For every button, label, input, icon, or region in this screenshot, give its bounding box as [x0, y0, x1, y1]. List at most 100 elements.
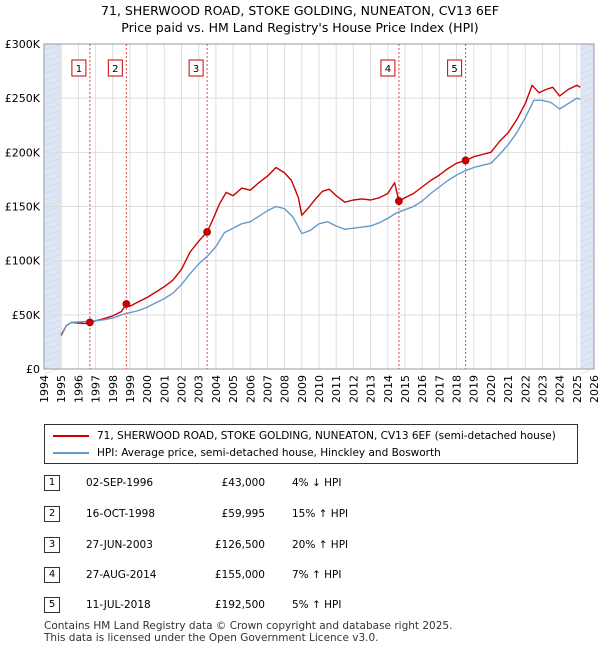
shade-hatch	[580, 79, 595, 87]
shade-hatch	[43, 349, 62, 357]
shade-hatch	[580, 319, 595, 327]
sale-marker-box	[71, 59, 87, 77]
x-tick-label: 2007	[261, 375, 274, 403]
sale-price: £155,000	[214, 569, 265, 581]
shade-hatch	[43, 295, 62, 303]
sale-marker-box	[107, 59, 123, 77]
shade-hatch	[43, 67, 62, 75]
shade-hatch	[43, 127, 62, 135]
x-tick-label: 1994	[38, 375, 51, 403]
shade-hatch	[43, 145, 62, 153]
sale-hpi-diff: 20% ↑ HPI	[292, 539, 349, 551]
x-tick-label: 2008	[279, 375, 292, 403]
shade-hatch	[580, 343, 595, 351]
shade-hatch	[43, 253, 62, 261]
shade-hatch	[43, 247, 62, 255]
shade-hatch	[580, 211, 595, 219]
x-tick-label: 2014	[382, 375, 395, 403]
shade-hatch	[580, 247, 595, 255]
y-tick-label: £100K	[5, 255, 41, 268]
x-tick-label: 2021	[502, 375, 515, 403]
sale-number: 5	[44, 597, 60, 613]
sale-price: £126,500	[214, 539, 265, 551]
shade-hatch	[43, 283, 62, 291]
shade-hatch	[43, 241, 62, 249]
shade-hatch	[43, 355, 62, 363]
x-tick-label: 2026	[588, 375, 600, 403]
x-tick-label: 1995	[55, 375, 68, 403]
shade-hatch	[580, 277, 595, 285]
sale-date: 11-JUL-2018	[86, 599, 151, 611]
x-tick-label: 2015	[399, 375, 412, 403]
shade-hatch	[43, 61, 62, 69]
sale-hpi-diff: 15% ↑ HPI	[292, 508, 349, 520]
sale-hpi-diff: 4% ↓ HPI	[292, 477, 342, 489]
shade-hatch	[580, 361, 595, 369]
x-tick-label: 2012	[347, 375, 360, 403]
series-line-hpi	[60, 97, 581, 335]
shade-hatch	[580, 295, 595, 303]
shade-hatch	[580, 127, 595, 135]
shade-hatch	[43, 271, 62, 279]
shade-hatch	[580, 97, 595, 105]
shade-hatch	[43, 151, 62, 159]
shade-hatch	[580, 91, 595, 99]
shade-hatch	[580, 145, 595, 153]
shade-hatch	[580, 229, 595, 237]
shade-hatch	[43, 289, 62, 297]
x-tick-label: 2016	[416, 375, 429, 403]
shade-hatch	[43, 307, 62, 315]
sale-date: 02-SEP-1996	[86, 477, 154, 489]
x-tick-label: 1999	[124, 375, 137, 403]
y-tick-label: £150K	[5, 201, 41, 214]
shade-hatch	[43, 109, 62, 117]
sale-date: 16-OCT-1998	[86, 508, 155, 520]
chart-title: 71, SHERWOOD ROAD, STOKE GOLDING, NUNEAT…	[101, 3, 499, 18]
shade-hatch	[43, 97, 62, 105]
x-tick-label: 2004	[210, 375, 223, 403]
shade-hatch	[580, 265, 595, 273]
shade-hatch	[43, 163, 62, 171]
legend-item-property: 71, SHERWOOD ROAD, STOKE GOLDING, NUNEAT…	[53, 428, 556, 444]
shade-hatch	[580, 157, 595, 165]
shade-hatch	[43, 115, 62, 123]
shade-hatch	[43, 337, 62, 345]
shade-hatch	[43, 331, 62, 339]
sale-point	[461, 156, 470, 165]
shade-hatch	[43, 91, 62, 99]
shade-hatch	[43, 361, 62, 369]
shade-hatch	[43, 211, 62, 219]
sale-hpi-diff: 5% ↑ HPI	[292, 599, 342, 611]
legend-item-hpi: HPI: Average price, semi-detached house,…	[53, 445, 441, 461]
sale-point	[203, 228, 212, 236]
table-row: 1 02-SEP-1996 £43,000 4% ↓ HPI	[0, 474, 600, 492]
shade-hatch	[580, 163, 595, 171]
sale-date: 27-AUG-2014	[86, 569, 157, 581]
shade-hatch	[580, 121, 595, 129]
shade-hatch	[580, 133, 595, 141]
shade-hatch	[43, 325, 62, 333]
shade-hatch	[580, 217, 595, 225]
sale-number: 3	[44, 537, 60, 553]
sale-number: 4	[44, 567, 60, 583]
legend-label-property: 71, SHERWOOD ROAD, STOKE GOLDING, NUNEAT…	[97, 430, 556, 442]
x-tick-label: 2025	[571, 375, 584, 403]
x-tick-label: 2000	[141, 375, 154, 403]
shade-hatch	[580, 307, 595, 315]
shade-hatch	[43, 157, 62, 165]
shade-hatch	[580, 43, 595, 51]
shade-hatch	[43, 175, 62, 183]
x-tick-label: 1998	[107, 375, 120, 403]
sale-marker-label: 2	[112, 64, 118, 75]
sale-number: 1	[44, 475, 60, 491]
shade-hatch	[43, 187, 62, 195]
table-row: 2 16-OCT-1998 £59,995 15% ↑ HPI	[0, 505, 600, 523]
footer-copyright: Contains HM Land Registry data © Crown c…	[44, 620, 453, 632]
sale-marker-label: 4	[385, 64, 391, 75]
shade-hatch	[43, 301, 62, 309]
y-tick-label: £300K	[5, 38, 41, 51]
shade-hatch	[43, 199, 62, 207]
shade-hatch	[580, 349, 595, 357]
sale-hpi-diff: 7% ↑ HPI	[292, 569, 342, 581]
sale-point	[395, 197, 403, 205]
